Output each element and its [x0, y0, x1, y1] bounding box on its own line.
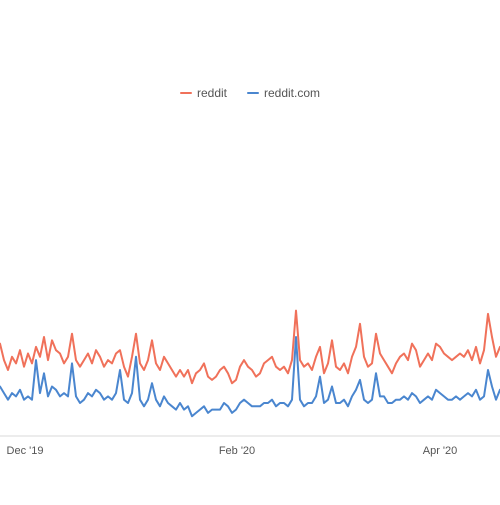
x-tick-label: Apr '20 — [423, 445, 458, 457]
legend-label-reddit-com: reddit.com — [264, 86, 321, 100]
legend-swatch-reddit — [179, 92, 192, 94]
chart-legend: reddit reddit.com — [0, 86, 500, 100]
series-line-reddit[interactable] — [0, 309, 500, 385]
legend-swatch-reddit-com — [247, 92, 259, 94]
legend-item-reddit[interactable]: reddit — [179, 86, 227, 100]
legend-item-reddit-com[interactable]: reddit.com — [247, 86, 320, 100]
x-tick-label: Dec '19 — [7, 445, 44, 457]
series-layer — [0, 309, 500, 418]
series-line-reddit-com[interactable] — [0, 336, 500, 418]
x-tick-layer: Dec '19 Feb '20 Apr '20 — [7, 445, 458, 457]
legend-label-reddit: reddit — [196, 86, 227, 100]
x-tick-label: Feb '20 — [219, 445, 255, 457]
